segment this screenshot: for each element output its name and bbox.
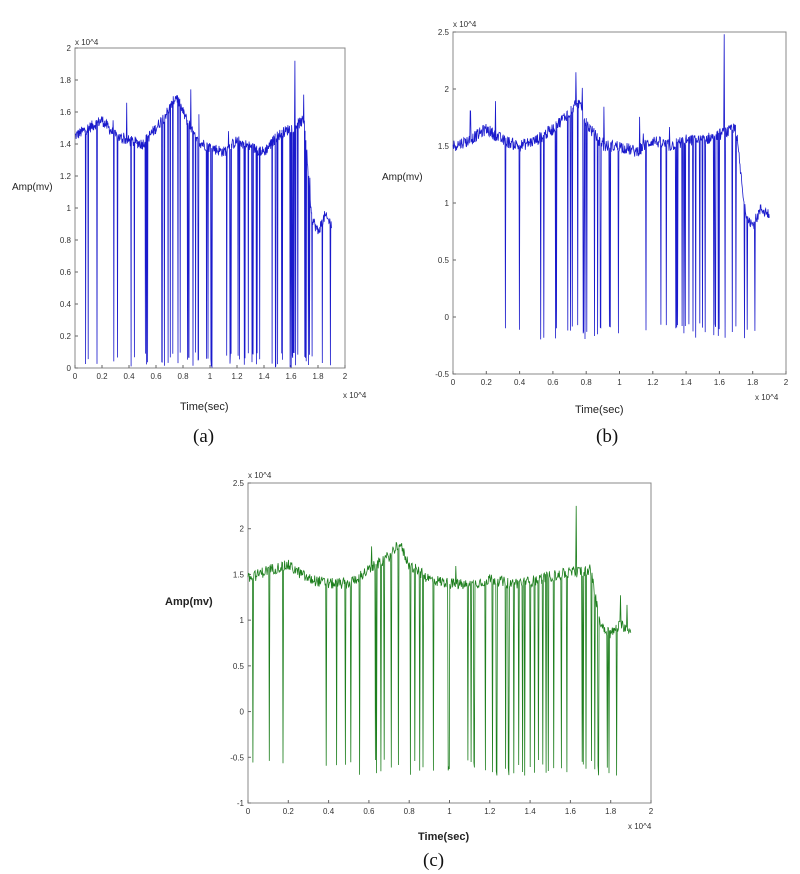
x-tick-label: 0.6 [547, 378, 559, 387]
x-tick-label: 1.2 [647, 378, 659, 387]
y-tick-label: 2.5 [438, 28, 450, 37]
signal-line [452, 34, 770, 340]
y-axis-label: Amp(mv) [12, 182, 53, 193]
x-tick-label: 1.6 [714, 378, 726, 387]
panel-b: 0 0.2 0.4 0.6 0.8 1 1.2 1.4 1.6 1.8 2 -0.500.511.5… [382, 20, 789, 447]
x-tick-labels: 0 0.2 0.4 0.6 0.8 1 1.2 1.4 1.6 1.8 2 [451, 371, 789, 387]
x-tick-label: 1.4 [258, 372, 270, 381]
x-tick-label: 1.4 [681, 378, 693, 387]
y-tick-label: -1 [237, 799, 245, 808]
x-tick-label: 1.4 [525, 807, 537, 816]
y-tick-label: 1.5 [438, 142, 450, 151]
x-tick-label: 1.8 [312, 372, 324, 381]
x-tick-label: 1 [208, 372, 213, 381]
x-tick-label: 0 [73, 372, 78, 381]
panel-caption: (b) [596, 426, 618, 447]
x-axis-label: Time(sec) [575, 404, 623, 416]
signal-trace [452, 34, 770, 340]
x-tick-label: 0.2 [96, 372, 108, 381]
x-tick-label: 0.4 [323, 807, 335, 816]
y-tick-label: -0.5 [230, 753, 244, 762]
y-tick-label: 0.5 [233, 662, 245, 671]
x-tick-label: 1.6 [565, 807, 577, 816]
x-tick-label: 0 [246, 807, 251, 816]
signal-line [75, 60, 332, 368]
y-tick-label: 0.6 [60, 268, 72, 277]
y-multiplier: x 10^4 [248, 471, 272, 480]
panel-c: 0 0.2 0.4 0.6 0.8 1 1.2 1.4 1.6 1.8 2 -1 -0.5 0 0.5 1 1… [165, 471, 654, 871]
x-tick-label: 0.8 [404, 807, 416, 816]
x-tick-label: 0.8 [581, 378, 593, 387]
y-tick-label: 0 [67, 364, 72, 373]
y-tick-label: 1.4 [60, 140, 72, 149]
panel-caption: (a) [193, 426, 214, 447]
x-tick-label: 0.2 [283, 807, 295, 816]
y-tick-label: 0 [445, 313, 450, 322]
x-tick-label: 0.6 [363, 807, 375, 816]
y-tick-label: 1 [445, 199, 450, 208]
signal-line [247, 505, 632, 776]
plot-frame [74, 47, 346, 369]
y-tick-label: 0.8 [60, 236, 72, 245]
x-axis-label: Time(sec) [418, 831, 469, 843]
x-tick-label: 1 [617, 378, 622, 387]
y-tick-label: 0.2 [60, 332, 72, 341]
x-tick-label: 1.2 [231, 372, 243, 381]
panel-a: 0 0.2 0.4 0.6 0.8 1 1.2 1.4 1.6 1.8 2 0 0.2 0.4 0.6 0.… [12, 38, 367, 447]
y-tick-label: 1 [67, 204, 72, 213]
y-tick-label: 0.4 [60, 300, 72, 309]
x-tick-labels: 0 0.2 0.4 0.6 0.8 1 1.2 1.4 1.6 1.8 2 [73, 365, 348, 381]
x-multiplier: x 10^4 [343, 391, 367, 400]
x-tick-label: 2 [784, 378, 789, 387]
y-tick-label: 1.5 [233, 570, 245, 579]
signal-trace [247, 505, 632, 776]
y-tick-label: 2 [445, 85, 450, 94]
y-tick-label: 1.2 [60, 172, 72, 181]
y-tick-label: 1 [240, 616, 245, 625]
x-tick-labels: 0 0.2 0.4 0.6 0.8 1 1.2 1.4 1.6 1.8 2 [246, 800, 654, 816]
x-tick-label: 1 [447, 807, 452, 816]
panel-caption: (c) [423, 850, 444, 871]
y-tick-label: 2.5 [233, 479, 245, 488]
x-tick-label: 1.8 [747, 378, 759, 387]
x-tick-label: 0 [451, 378, 456, 387]
y-tick-label: 2 [240, 525, 245, 534]
y-axis-label: Amp(mv) [165, 596, 213, 608]
y-tick-label: -0.5 [435, 370, 449, 379]
signal-trace [75, 60, 332, 368]
x-tick-label: 0.8 [177, 372, 189, 381]
y-tick-label: 1.6 [60, 108, 72, 117]
x-tick-label: 2 [343, 372, 348, 381]
x-tick-label: 0.4 [123, 372, 135, 381]
y-tick-label: 0.5 [438, 256, 450, 265]
x-multiplier: x 10^4 [755, 393, 779, 402]
y-tick-label: 0 [240, 708, 245, 717]
x-tick-label: 1.8 [605, 807, 617, 816]
x-tick-label: 1.2 [484, 807, 496, 816]
x-multiplier: x 10^4 [628, 822, 652, 831]
y-axis-label: Amp(mv) [382, 172, 423, 183]
y-multiplier: x 10^4 [453, 20, 477, 29]
y-tick-labels: 0 0.2 0.4 0.6 0.8 1 1.2 1.4 1.6 1.8 2 [60, 44, 78, 373]
y-tick-label: 2 [67, 44, 72, 53]
x-tick-label: 0.6 [150, 372, 162, 381]
x-tick-label: 2 [649, 807, 654, 816]
x-tick-label: 0.4 [514, 378, 526, 387]
y-tick-label: 1.8 [60, 76, 72, 85]
x-axis-label: Time(sec) [180, 401, 228, 413]
y-multiplier: x 10^4 [75, 38, 99, 47]
x-tick-label: 1.6 [285, 372, 297, 381]
y-tick-labels: -1 -0.5 0 0.5 1 1.5 2 2.5 [230, 479, 251, 808]
y-tick-labels: -0.5 0 0.5 1 1.5 2 2.5 [435, 28, 456, 379]
x-tick-label: 0.2 [481, 378, 493, 387]
